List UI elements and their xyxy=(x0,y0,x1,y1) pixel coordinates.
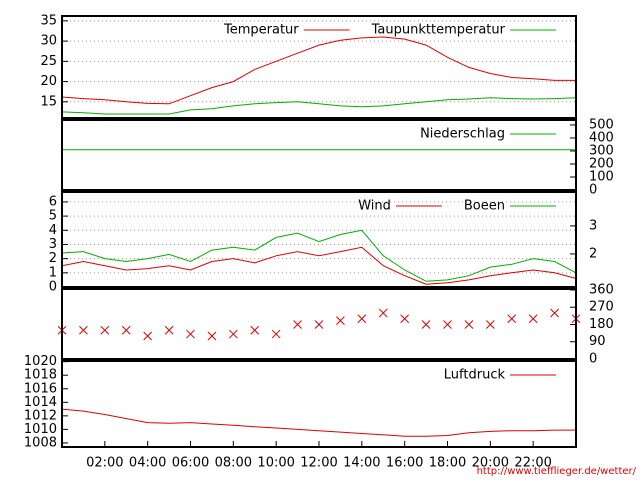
y-tick-label: 1020 xyxy=(24,354,57,369)
x-tick-label: 20:00 xyxy=(472,456,509,471)
y2-tick-label: 360 xyxy=(589,282,614,297)
series-line xyxy=(61,246,577,285)
wind-direction-point xyxy=(378,308,388,318)
y2-tick-label: 180 xyxy=(589,317,614,332)
wind-direction-point xyxy=(421,320,431,329)
wind-direction-point xyxy=(314,320,324,329)
y2-tick-label: 90 xyxy=(589,334,606,349)
panel-frame xyxy=(61,288,577,360)
wind-direction-point xyxy=(143,331,153,341)
y-tick-label: 6 xyxy=(49,194,57,209)
x-tick-label: 12:00 xyxy=(300,456,337,471)
wind-direction-point xyxy=(485,320,495,329)
y-tick-label: 15 xyxy=(40,94,57,109)
wind-direction-point xyxy=(250,325,260,335)
panel-frame xyxy=(61,15,577,119)
wind-direction-point xyxy=(228,329,238,339)
y-tick-label: 4 xyxy=(49,223,57,238)
x-tick-label: 14:00 xyxy=(343,456,380,471)
y-tick-label: 35 xyxy=(40,13,57,28)
legend-label: Niederschlag xyxy=(420,127,505,142)
wind-direction-point xyxy=(186,329,195,339)
y-tick-label: 1012 xyxy=(24,408,57,423)
y-tick-label: 3 xyxy=(49,237,57,252)
wind-direction-point xyxy=(293,320,302,329)
wind-direction-point xyxy=(550,308,559,318)
y-tick-label: 1 xyxy=(49,265,57,280)
wind-direction-point xyxy=(443,320,452,329)
legend-label: Boeen xyxy=(464,199,505,214)
y2-tick-label: 300 xyxy=(589,143,614,158)
y-tick-label: 5 xyxy=(49,209,57,224)
y-tick-label: 1016 xyxy=(24,381,57,396)
panel-frame xyxy=(61,119,577,191)
series-line xyxy=(61,36,576,105)
x-tick-label: 18:00 xyxy=(429,456,466,471)
x-tick-label: 04:00 xyxy=(129,456,166,471)
y2-tick-label: 500 xyxy=(589,117,614,132)
series-line xyxy=(61,97,577,115)
y2-tick-label: 2 xyxy=(589,246,597,261)
y-tick-label: 1008 xyxy=(24,435,57,450)
wind-direction-point xyxy=(464,320,474,329)
y-tick-label: 1018 xyxy=(24,368,57,383)
y2-tick-label: 0 xyxy=(589,352,597,367)
wind-direction-point xyxy=(100,325,110,335)
x-tick-label: 10:00 xyxy=(257,456,294,471)
y2-tick-label: 270 xyxy=(589,300,614,315)
wind-direction-point xyxy=(336,316,345,325)
x-tick-label: 08:00 xyxy=(215,456,252,471)
series-line xyxy=(61,408,576,437)
y-tick-label: 1014 xyxy=(24,395,57,410)
y-tick-label: 20 xyxy=(40,74,57,89)
y-tick-label: 30 xyxy=(40,34,57,49)
panel-frame xyxy=(61,191,577,288)
y-tick-label: 25 xyxy=(40,54,57,69)
legend-label: Taupunkttemperatur xyxy=(371,23,506,38)
wind-direction-point xyxy=(164,325,174,335)
footer-url: http://www.tiefflieger.de/wetter/ xyxy=(477,466,637,477)
wind-direction-point xyxy=(357,314,367,324)
series-line xyxy=(61,229,577,282)
x-tick-label: 16:00 xyxy=(386,456,423,471)
wind-direction-point xyxy=(400,314,410,324)
x-tick-label: 22:00 xyxy=(514,456,551,471)
x-tick-label: 02:00 xyxy=(86,456,123,471)
y-tick-label: 0 xyxy=(49,280,57,295)
legend-label: Luftdruck xyxy=(444,368,506,383)
y2-tick-label: 400 xyxy=(589,130,614,145)
y2-tick-label: 100 xyxy=(589,169,614,184)
wind-direction-point xyxy=(271,329,281,339)
x-tick-label: 06:00 xyxy=(172,456,209,471)
y-tick-label: 1010 xyxy=(24,422,57,437)
panel-frame xyxy=(61,360,577,448)
wind-direction-point xyxy=(79,325,88,335)
y2-tick-label: 3 xyxy=(589,218,597,233)
wind-direction-point xyxy=(507,314,517,324)
wind-direction-point xyxy=(121,325,131,335)
y-tick-label: 2 xyxy=(49,251,57,266)
wind-direction-point xyxy=(528,314,538,324)
y2-tick-label: 200 xyxy=(589,156,614,171)
legend-label: Wind xyxy=(358,199,391,214)
wind-direction-point xyxy=(207,331,217,341)
y2-tick-label: 0 xyxy=(589,183,597,198)
legend-label: Temperatur xyxy=(223,23,299,38)
